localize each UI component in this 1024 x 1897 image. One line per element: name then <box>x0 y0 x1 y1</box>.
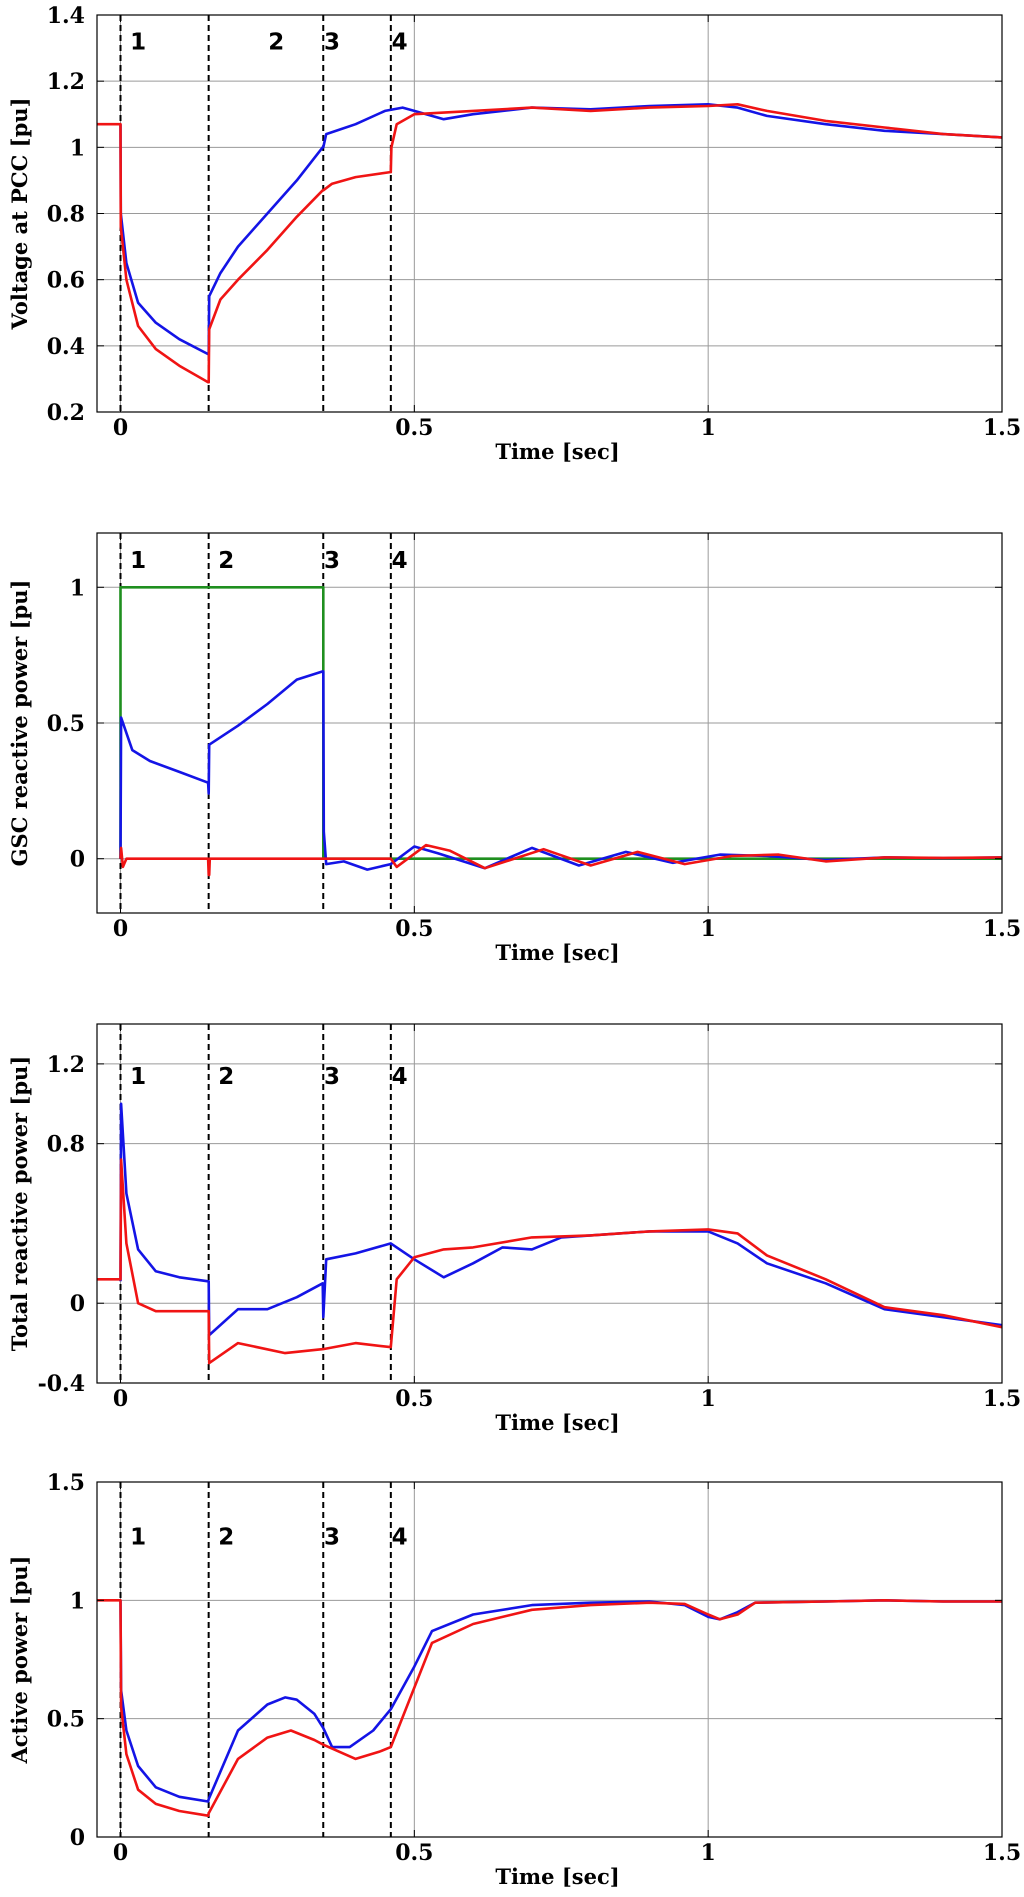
chart-2-series-blue <box>119 670 1003 871</box>
chart-4-plot-area <box>97 1482 1002 1837</box>
chart-3-ytick-label-1: 0 <box>70 1291 85 1317</box>
chart-1-xtick-label-1: 0.5 <box>395 415 433 441</box>
chart-1-region-label-3: 3 <box>324 29 340 55</box>
chart-1-ytick-label-0: 0.2 <box>47 400 85 426</box>
chart-3-ytick-label-2: 0.8 <box>47 1132 85 1158</box>
chart-1-ylabel: Voltage at PCC [pu] <box>7 98 32 331</box>
chart-3-xtick-label-1: 0.5 <box>395 1386 433 1412</box>
chart-1-xtick-label-3: 1.5 <box>983 415 1021 441</box>
chart-2-ytick-label-2: 1 <box>70 575 85 601</box>
chart-4-xtick-label-3: 1.5 <box>983 1840 1021 1866</box>
chart-4-ytick-label-2: 1 <box>70 1588 85 1614</box>
chart-3-region-label-4: 4 <box>392 1064 408 1090</box>
chart-1-region-label-1: 1 <box>130 29 146 55</box>
chart-2-xtick-label-2: 1 <box>701 916 716 942</box>
chart-1-xtick-label-0: 0 <box>113 415 128 441</box>
chart-2-series-green <box>119 585 1002 861</box>
chart-2-series-red <box>119 843 1003 877</box>
chart-2-ytick-label-0: 0 <box>70 847 85 873</box>
chart-3-ylabel: Total reactive power [pu] <box>7 1056 32 1352</box>
chart-3-xtick-label-0: 0 <box>113 1386 128 1412</box>
voltage-pcc-chart: 0 0.5 1 1.5 0.2 0.4 0.6 0.8 1 1.2 1.4 1 2 3 4 Time [sec… <box>7 3 1021 464</box>
chart-2-ytick-label-1: 0.5 <box>47 711 85 737</box>
gsc-reactive-power-chart: 0 0.5 1 1.5 0 0.5 1 1 2 3 4 Time [sec] GSC reactive … <box>7 532 1021 965</box>
chart-3-xtick-label-3: 1.5 <box>983 1386 1021 1412</box>
chart-3-series-red <box>97 1158 1003 1365</box>
chart-2-ylabel: GSC reactive power [pu] <box>7 580 32 867</box>
chart-2-xtick-label-1: 0.5 <box>395 916 433 942</box>
chart-3-ytick-label-0: -0.4 <box>38 1371 85 1397</box>
chart-3-frame <box>96 1023 1003 1384</box>
chart-2-region-label-1: 1 <box>130 548 146 574</box>
chart-2-region-label-3: 3 <box>324 548 340 574</box>
chart-4-ytick-label-3: 1.5 <box>47 1470 85 1496</box>
chart-2-region-label-2: 2 <box>218 548 234 574</box>
chart-4-frame <box>96 1481 1003 1838</box>
active-power-chart: 0 0.5 1 1.5 0 0.5 1 1.5 1 2 3 4 Time [sec] Active pow… <box>7 1470 1021 1889</box>
chart-3-region-label-1: 1 <box>130 1064 146 1090</box>
chart-1-ytick-label-6: 1.4 <box>47 3 85 29</box>
chart-4-ylabel: Active power [pu] <box>7 1556 32 1765</box>
chart-4-xtick-label-2: 1 <box>701 1840 716 1866</box>
chart-4-region-label-4: 4 <box>392 1524 408 1550</box>
chart-4-xlabel: Time [sec] <box>495 1864 619 1889</box>
chart-1-xlabel: Time [sec] <box>495 439 619 464</box>
chart-4-region-label-1: 1 <box>130 1524 146 1550</box>
chart-4-region-label-3: 3 <box>324 1524 340 1550</box>
chart-1-region-label-4: 4 <box>392 29 408 55</box>
chart-4-xtick-label-0: 0 <box>113 1840 128 1866</box>
chart-4-series-blue <box>119 1599 1002 1803</box>
chart-4-xtick-label-1: 0.5 <box>395 1840 433 1866</box>
chart-3-region-label-3: 3 <box>324 1064 340 1090</box>
chart-3-region-label-2: 2 <box>218 1064 234 1090</box>
chart-1-ytick-label-2: 0.6 <box>47 268 85 294</box>
chart-2-xlabel: Time [sec] <box>495 940 619 965</box>
chart-1-region-label-2: 2 <box>268 29 284 55</box>
chart-1-xtick-label-2: 1 <box>701 415 716 441</box>
chart-4-ytick-label-0: 0 <box>70 1825 85 1851</box>
chart-3-xtick-label-2: 1 <box>701 1386 716 1412</box>
chart-2-xtick-label-3: 1.5 <box>983 916 1021 942</box>
chart-4-series-red <box>97 1599 1002 1817</box>
chart-2-region-label-4: 4 <box>392 548 408 574</box>
chart-3-series-blue <box>119 1102 1003 1337</box>
total-reactive-power-chart: 0 0.5 1 1.5 -0.4 0 0.8 1.2 1 2 3 4 Time [sec] Total r… <box>7 1023 1021 1435</box>
chart-4-ytick-label-1: 0.5 <box>47 1707 85 1733</box>
chart-3-plot-area <box>97 1024 1002 1383</box>
chart-1-ytick-label-5: 1.2 <box>47 69 85 95</box>
chart-1-ytick-label-3: 0.8 <box>47 202 85 228</box>
chart-2-xtick-label-0: 0 <box>113 916 128 942</box>
chart-1-ytick-label-4: 1 <box>70 135 85 161</box>
chart-1-ytick-label-1: 0.4 <box>47 334 85 360</box>
chart-4-region-label-2: 2 <box>218 1524 234 1550</box>
chart-3-xlabel: Time [sec] <box>495 1410 619 1435</box>
chart-1-series-blue <box>119 103 1003 356</box>
chart-3-ytick-label-3: 1.2 <box>47 1052 85 1078</box>
chart-1-series-red <box>97 103 1003 384</box>
